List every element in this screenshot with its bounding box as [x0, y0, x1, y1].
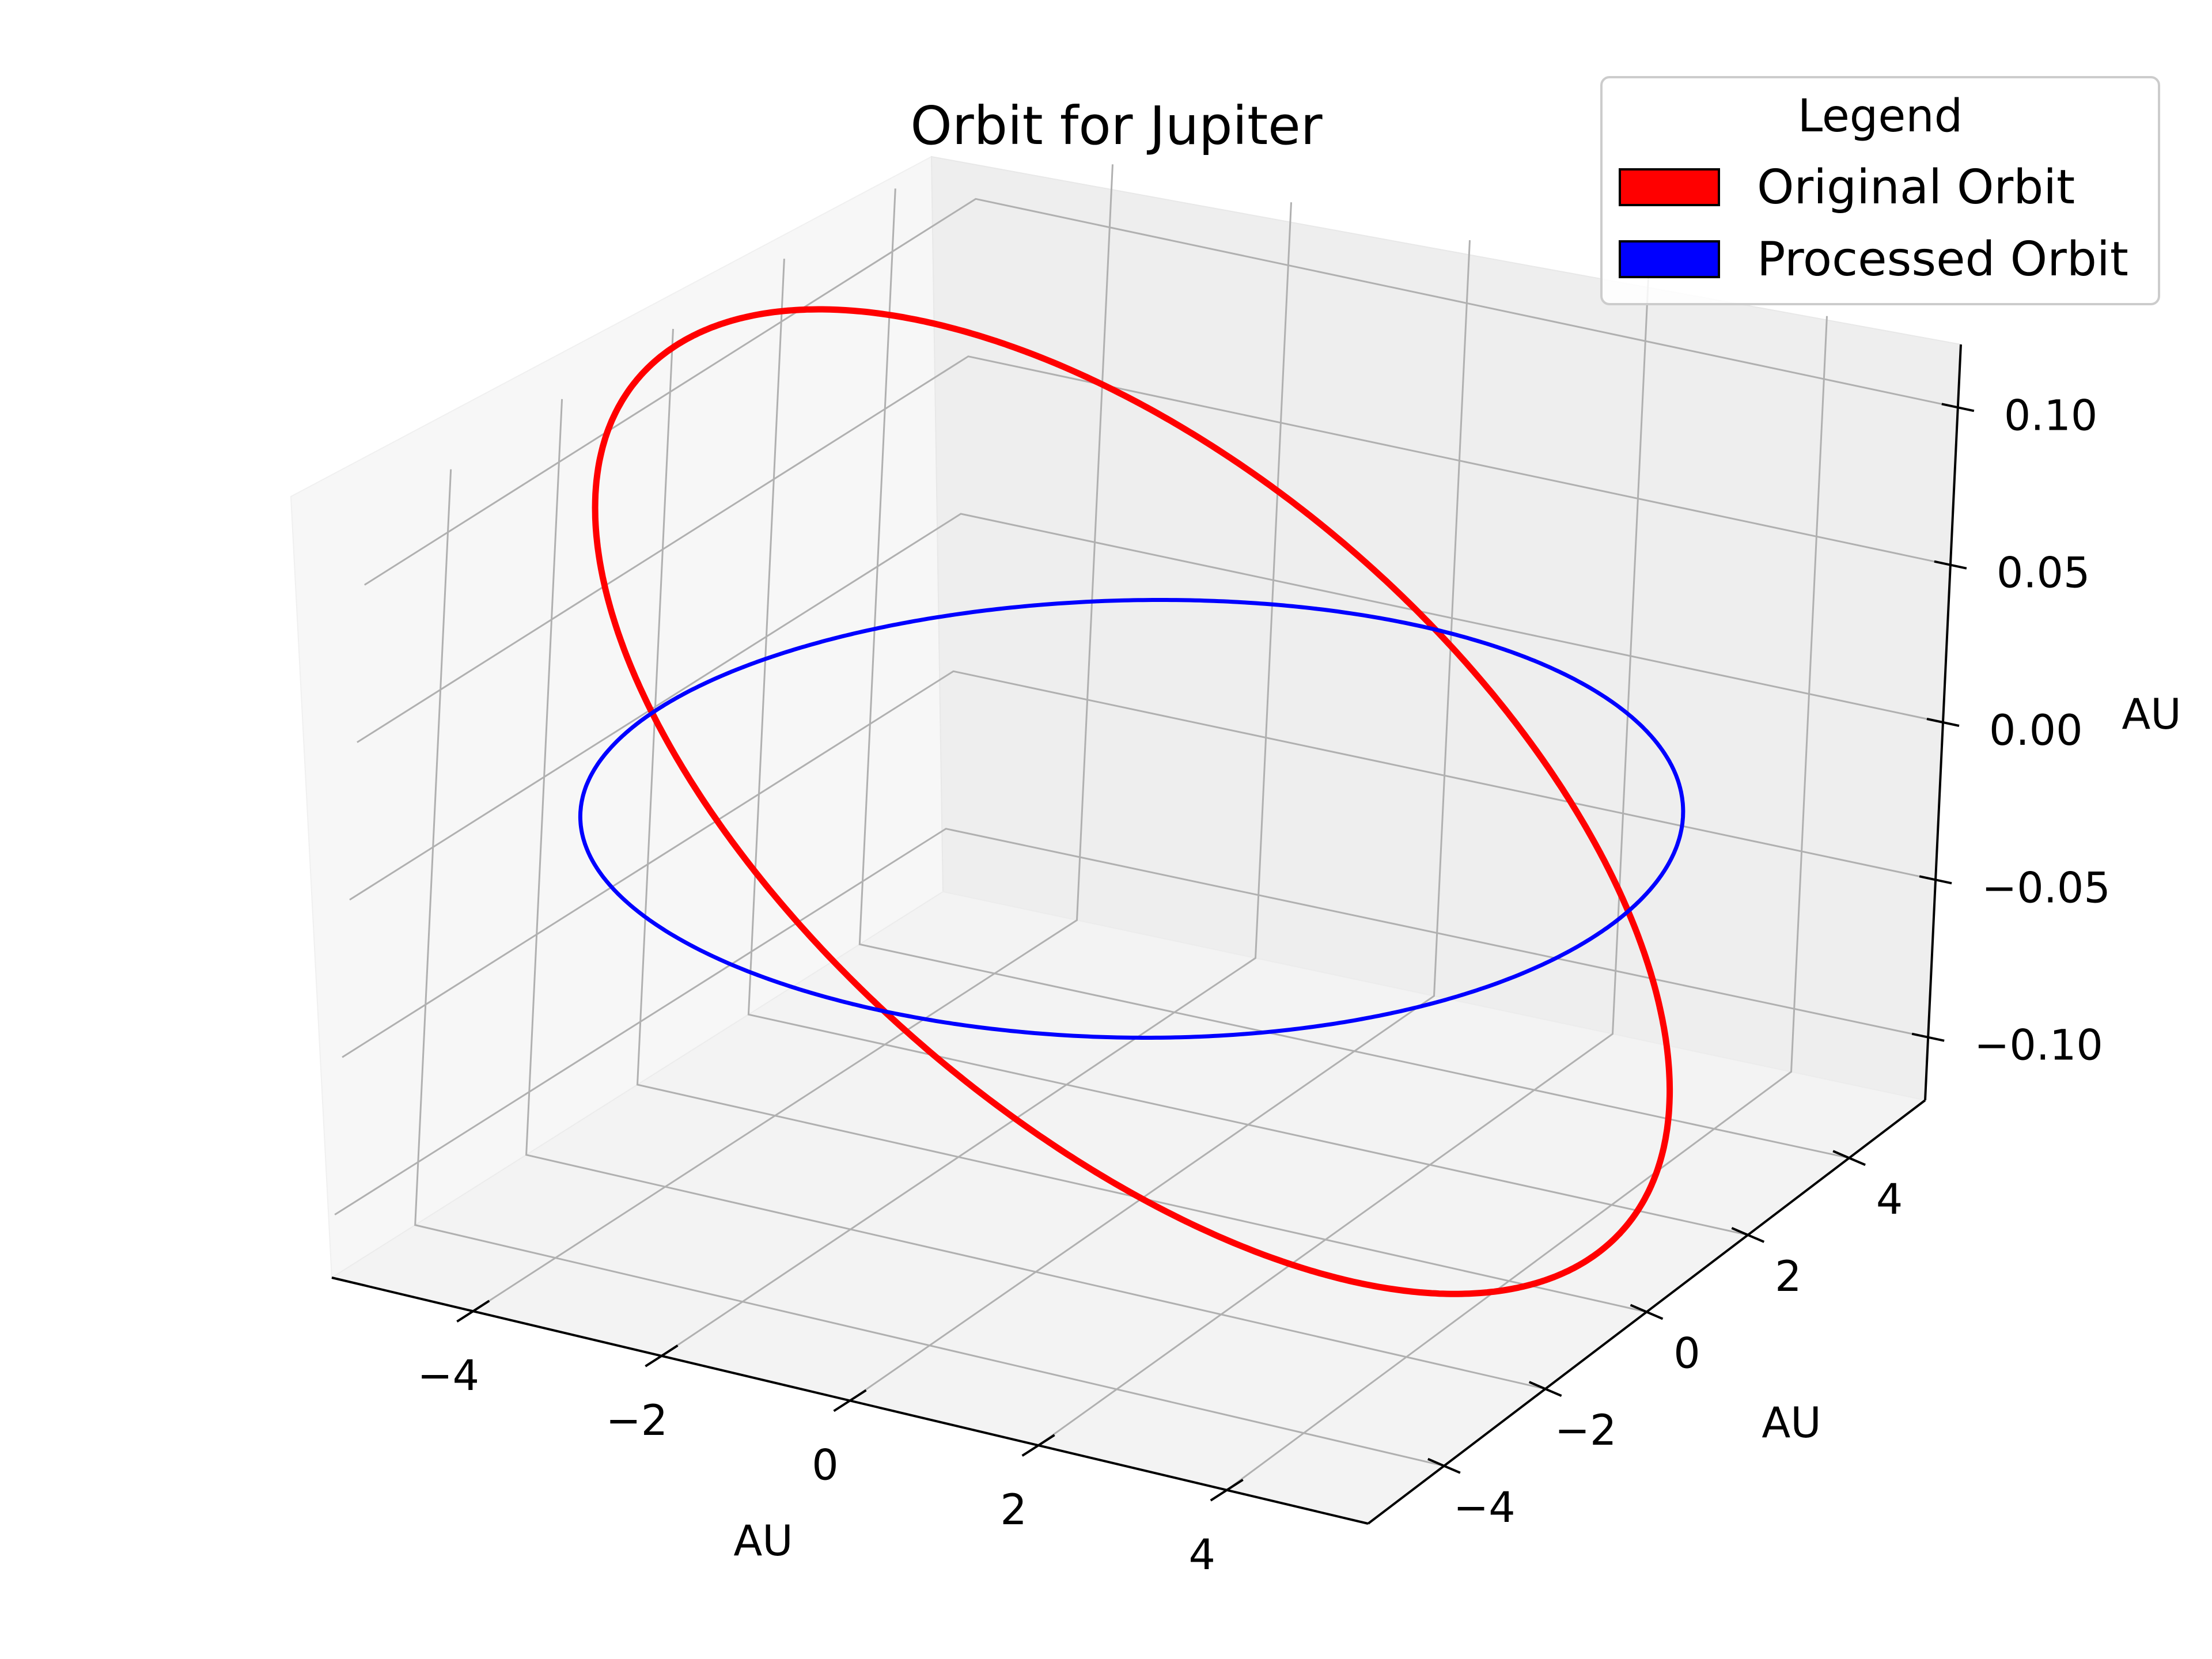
y-tick: [1630, 1304, 1664, 1320]
chart-title: Orbit for Jupiter: [910, 95, 1322, 157]
y-tick: [1528, 1381, 1562, 1397]
x-tick-label: −2: [606, 1396, 668, 1445]
y-tick-label: −4: [1453, 1483, 1516, 1532]
x-tick-label: 4: [1188, 1531, 1215, 1580]
y-tick-label: 2: [1775, 1252, 1801, 1301]
y-tick-label: 0: [1673, 1330, 1700, 1378]
grid-line-z: [349, 513, 1944, 901]
y-tick-label: −2: [1555, 1406, 1617, 1455]
legend: Legend Original Orbit Processed Orbit: [1600, 76, 2160, 305]
x-tick-label: 0: [812, 1441, 838, 1490]
axis-ticks: −4 −2 0 2 4 −4 −2 0 2 4 −0.10 −0.05 0.00 0.05 0.10: [418, 391, 2111, 1579]
legend-box: [1600, 76, 2160, 305]
x-tick: [1210, 1479, 1244, 1502]
x-tick: [833, 1389, 867, 1412]
z-tick-label: 0.10: [2004, 391, 2098, 440]
z-tick-label: 0.05: [1997, 549, 2090, 598]
x-tick: [456, 1300, 490, 1323]
grid-line-y: [747, 259, 1748, 1236]
y-tick: [1427, 1457, 1461, 1474]
grid-line-x: [849, 240, 1471, 1402]
z-tick: [1934, 560, 1967, 570]
grid-line-z: [357, 355, 1951, 743]
z-axis-label: AU: [2122, 690, 2181, 739]
z-tick-label: 0.00: [1989, 706, 2083, 755]
z-tick-label: −0.10: [1974, 1021, 2103, 1070]
z-tick-label: −0.05: [1982, 863, 2111, 912]
legend-title: Legend: [1798, 90, 1963, 142]
orbits: [578, 306, 1685, 1297]
x-tick-label: 2: [1000, 1486, 1027, 1535]
y-tick: [1731, 1227, 1765, 1243]
legend-label-original: Original Orbit: [1757, 160, 2075, 215]
grid-line-x: [1226, 316, 1828, 1491]
y-tick: [1832, 1150, 1866, 1166]
grid-line-y: [636, 328, 1647, 1313]
grid-lines: [334, 164, 1959, 1491]
orbit-line-processed: [578, 598, 1685, 1040]
y-tick-label: 4: [1876, 1175, 1903, 1224]
grid-line-z: [334, 828, 1929, 1215]
z-tick: [1911, 1032, 1945, 1042]
grid-line-x: [472, 164, 1113, 1312]
x-tick: [1021, 1434, 1055, 1457]
grid-line-y: [858, 188, 1850, 1159]
z-tick: [1926, 718, 1960, 727]
y-axis-label: AU: [1762, 1399, 1821, 1448]
orbit-line-original: [592, 306, 1673, 1297]
grid-line-x: [661, 202, 1292, 1357]
legend-swatch-processed: [1619, 240, 1720, 278]
z-tick: [1919, 875, 1952, 885]
grid-line-z: [342, 670, 1936, 1058]
x-tick: [645, 1344, 679, 1368]
legend-swatch-original: [1619, 168, 1720, 206]
grid-line-x: [1037, 278, 1649, 1446]
grid-line-z: [364, 198, 1959, 586]
legend-label-processed: Processed Orbit: [1757, 232, 2128, 287]
x-axis-label: AU: [733, 1517, 793, 1566]
x-tick-label: −4: [418, 1351, 480, 1400]
grid-line-y: [414, 469, 1445, 1467]
grid-line-y: [525, 399, 1546, 1390]
z-tick: [1941, 403, 1975, 412]
